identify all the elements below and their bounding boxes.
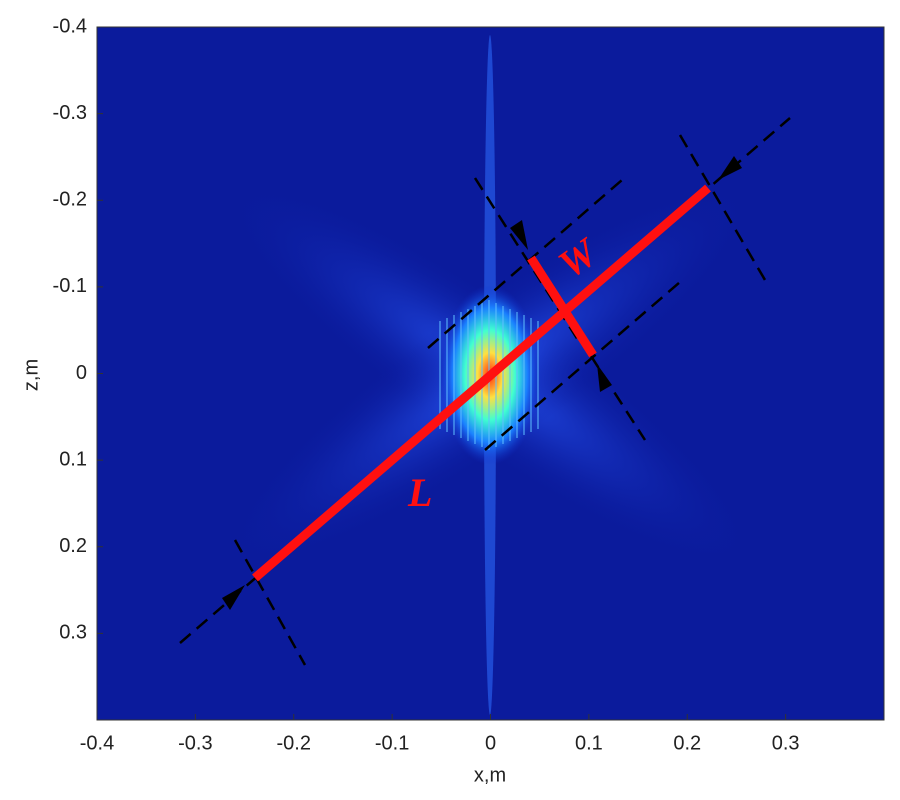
y-tick-label: -0.2 [53, 189, 87, 211]
x-tick-label: 0.2 [673, 732, 701, 754]
y-tick-label: 0.1 [59, 448, 87, 470]
x-tick-label: 0 [485, 732, 496, 754]
annotation-lines [179, 117, 791, 666]
y-tick-label: -0.4 [53, 15, 87, 37]
fringe [516, 312, 518, 438]
fringe [453, 315, 455, 435]
fringe [502, 306, 504, 444]
x-tick-label: -0.1 [375, 732, 409, 754]
y-axis-label: z,m [20, 359, 42, 391]
fringe [509, 309, 511, 441]
fringe [474, 306, 476, 444]
y-tick-label: 0.2 [59, 535, 87, 557]
fringe [446, 318, 448, 432]
fringe [460, 312, 462, 438]
y-tick-label: -0.1 [53, 275, 87, 297]
x-tick-label: -0.2 [277, 732, 311, 754]
fringe [467, 309, 469, 441]
x-tick-label: -0.3 [178, 732, 212, 754]
x-tick-label: -0.4 [80, 732, 114, 754]
fringe [439, 321, 441, 429]
x-tick-label: 0.3 [772, 732, 800, 754]
fringe [481, 303, 483, 447]
fringe [523, 315, 525, 435]
annotation-l: L [407, 470, 432, 515]
y-tick-label: 0.3 [59, 622, 87, 644]
y-tick-label: -0.3 [53, 102, 87, 124]
y-tick-label: 0 [76, 362, 87, 384]
fringe [537, 321, 539, 429]
x-tick-label: 0.1 [575, 732, 603, 754]
fringe [530, 318, 532, 432]
x-axis-label: x,m [474, 764, 506, 786]
